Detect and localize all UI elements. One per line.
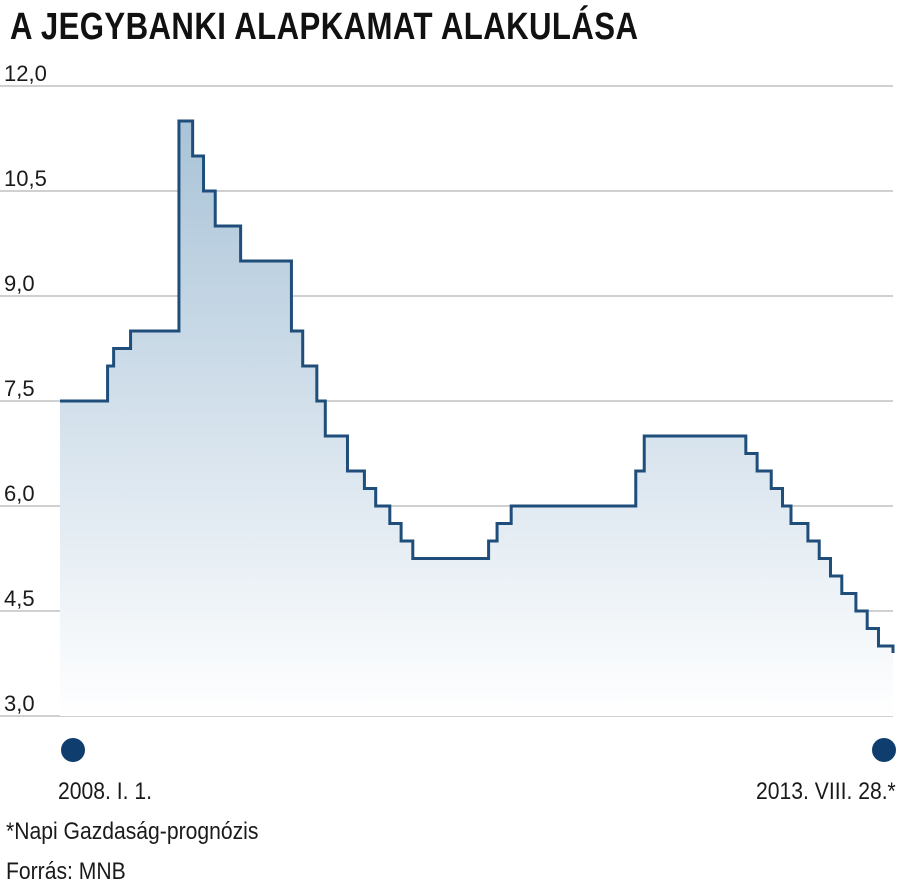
y-axis-tick-labels: 12,0 10,5 9,0 7,5 6,0 4,5 3,0 — [4, 61, 47, 716]
y-tick-label: 4,5 — [4, 586, 35, 611]
start-date-marker — [61, 738, 85, 762]
y-tick-label: 7,5 — [4, 376, 35, 401]
x-axis-end-label: 2013. VIII. 28.* — [756, 778, 896, 805]
y-tick-label: 9,0 — [4, 271, 35, 296]
source-note: Forrás: MNB — [6, 858, 126, 885]
chart-title: A JEGYBANKI ALAPKAMAT ALAKULÁSA — [10, 6, 639, 48]
y-tick-label: 12,0 — [4, 61, 47, 86]
rate-area-fill — [60, 121, 893, 716]
end-date-marker — [872, 738, 896, 762]
rate-change-points — [59, 120, 894, 654]
y-tick-label: 10,5 — [4, 166, 47, 191]
y-tick-label: 3,0 — [4, 691, 35, 716]
footnote: *Napi Gazdaság-prognózis — [6, 818, 259, 845]
x-axis-start-label: 2008. I. 1. — [58, 778, 152, 805]
y-tick-label: 6,0 — [4, 481, 35, 506]
